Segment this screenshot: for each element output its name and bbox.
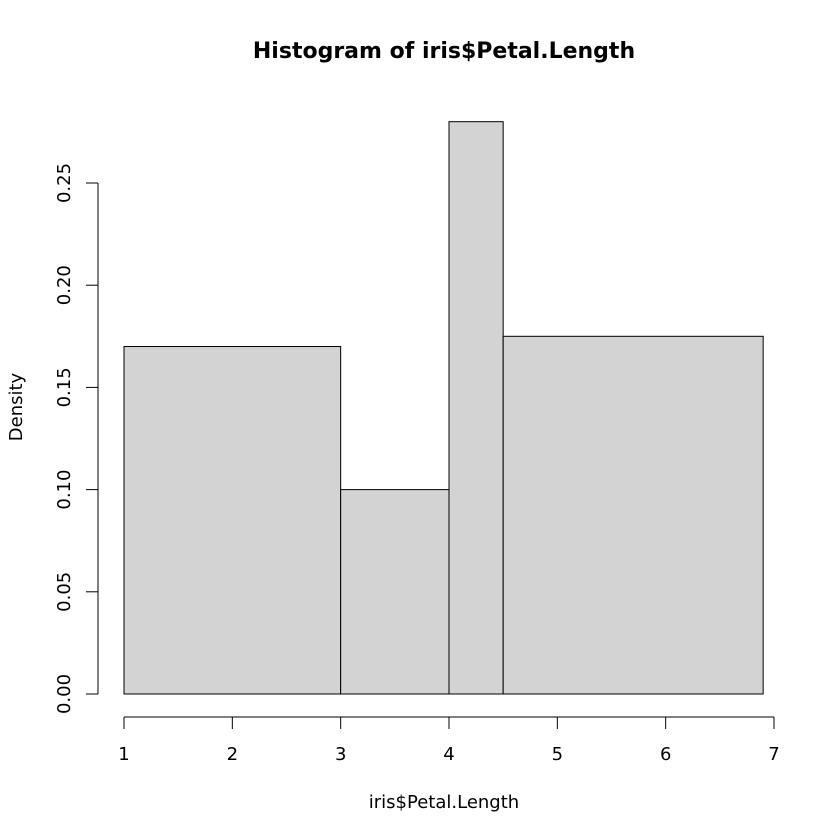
x-tick-label: 5 (552, 744, 563, 765)
y-tick-label: 0.20 (54, 265, 75, 305)
x-tick-label: 1 (118, 744, 129, 765)
chart-title: Histogram of iris$Petal.Length (253, 39, 635, 64)
x-tick-label: 4 (443, 744, 454, 765)
x-tick-label: 7 (768, 744, 779, 765)
bars-group (123, 121, 764, 695)
x-tick-label: 2 (227, 744, 238, 765)
y-tick-label: 0.15 (54, 367, 75, 407)
y-tick-label: 0.10 (54, 470, 75, 510)
y-tick-label: 0.25 (54, 163, 75, 203)
x-tick-label: 6 (660, 744, 671, 765)
histogram-bar-3 (448, 121, 504, 695)
histogram-bar-2 (340, 489, 450, 695)
y-axis-label: Density (6, 372, 27, 441)
x-axis: 1 2 3 4 5 6 7 (118, 716, 780, 765)
histogram-bar-1 (123, 346, 342, 695)
y-tick-label: 0.05 (54, 572, 75, 612)
y-tick-label: 0.00 (54, 674, 75, 714)
histogram-bar-4 (502, 335, 764, 695)
x-axis-label: iris$Petal.Length (369, 792, 519, 813)
x-tick-label: 3 (335, 744, 346, 765)
y-axis: 0.00 0.05 0.10 0.15 0.20 0.25 (54, 163, 99, 714)
